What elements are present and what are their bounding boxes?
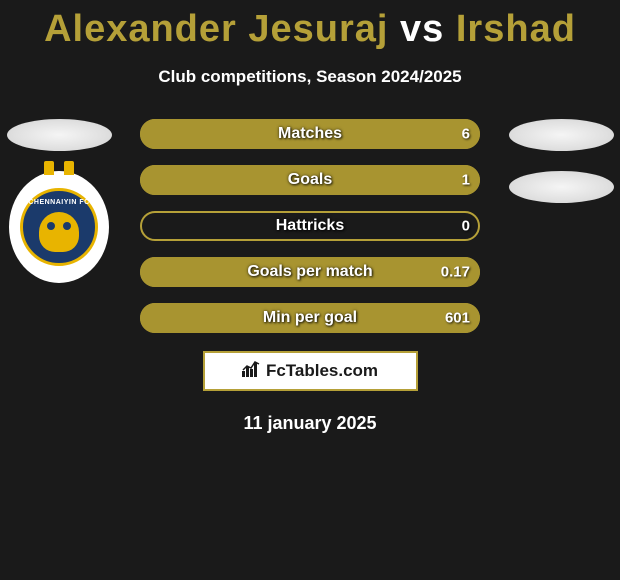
stat-row: Min per goal601 (140, 303, 480, 333)
stat-right-value: 1 (462, 172, 470, 189)
comparison-content: CHENNAIYIN FC Matches6 Goals1 Hattricks0 Go… (0, 119, 620, 333)
date-text: 11 january 2025 (0, 413, 620, 434)
right-column (506, 119, 616, 223)
player1-silhouette (7, 119, 112, 151)
stat-label: Goals per match (140, 263, 480, 281)
stat-right-value: 601 (445, 310, 470, 327)
vs-text: vs (400, 8, 444, 50)
stat-right-value: 6 (462, 126, 470, 143)
player2-silhouette-1 (509, 119, 614, 151)
stat-label: Min per goal (140, 309, 480, 327)
subtitle: Club competitions, Season 2024/2025 (0, 67, 620, 87)
stat-row: Matches6 (140, 119, 480, 149)
player1-club-badge: CHENNAIYIN FC (9, 171, 109, 283)
stat-bars: Matches6Goals1Hattricks0Goals per match0… (140, 119, 480, 333)
brand-text: FcTables.com (266, 361, 378, 381)
stat-right-value: 0 (462, 218, 470, 235)
stat-label: Hattricks (140, 217, 480, 235)
stat-label: Matches (140, 125, 480, 143)
stat-right-value: 0.17 (441, 264, 470, 281)
club-name: CHENNAIYIN FC (28, 199, 89, 206)
stat-row: Goals per match0.17 (140, 257, 480, 287)
page-title: Alexander Jesuraj vs Irshad (0, 0, 620, 51)
player2-silhouette-2 (509, 171, 614, 203)
stat-row: Goals1 (140, 165, 480, 195)
stat-row: Hattricks0 (140, 211, 480, 241)
left-column: CHENNAIYIN FC (4, 119, 114, 283)
chart-icon (242, 361, 260, 382)
stat-label: Goals (140, 171, 480, 189)
brand-badge[interactable]: FcTables.com (203, 351, 418, 391)
trophies-icon (44, 161, 74, 175)
club-mascot-icon (39, 212, 79, 252)
player2-name: Irshad (456, 8, 576, 50)
player1-name: Alexander Jesuraj (44, 8, 388, 50)
